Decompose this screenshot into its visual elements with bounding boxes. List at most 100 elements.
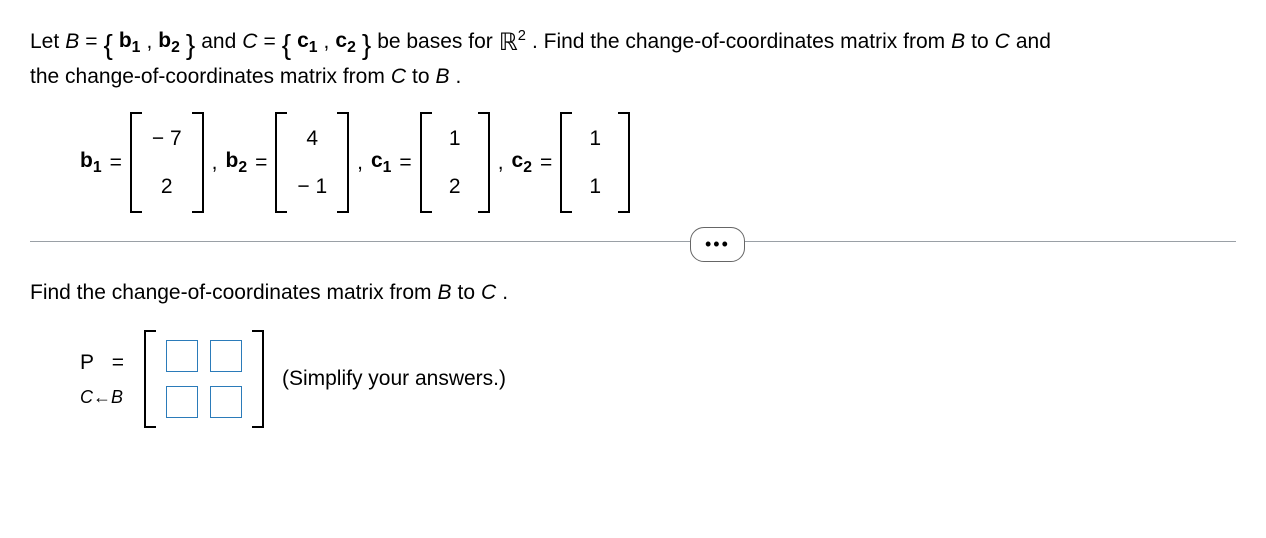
text: = [263,25,275,59]
divider-region: ••• [30,241,1236,242]
text: , [146,25,152,59]
bracket-right-icon [192,112,204,213]
eq: = [540,146,552,180]
C: C [80,387,93,407]
text: and [201,25,236,59]
B: B [111,387,123,407]
eq: = [110,146,122,180]
vec-b2: b2 [158,24,180,60]
var-B: B [438,276,452,310]
bracket-right-icon [252,330,264,428]
comma: , [212,146,218,180]
var-C: C [242,25,257,59]
cell: 2 [442,170,468,204]
text: . [456,60,462,94]
var-B: B [436,60,450,94]
cell: 1 [582,122,608,156]
text: , [324,25,330,59]
vec-b1: b1 [119,24,141,60]
text: = [85,25,97,59]
vector-definitions: b1 = − 7 2 , b2 = 4 − 1 , c1 = 1 [80,112,1236,213]
R-symbol: ℝ [499,32,518,54]
answer-input-12[interactable] [210,340,242,372]
sub: 2 [238,160,247,177]
vec-c1: c1 [297,24,317,60]
label-c1: c1 [371,144,391,180]
matrix-b2: 4 − 1 [275,112,349,213]
text: Find the change-of-coordinates matrix fr… [30,276,432,310]
var-B: B [951,25,965,59]
sym: b [225,149,238,172]
answer-input-22[interactable] [210,386,242,418]
sub: 2 [347,39,356,56]
bracket-left-icon [420,112,432,213]
text: to [412,60,430,94]
more-button[interactable]: ••• [690,227,745,262]
arrow-icon: ← [93,387,111,407]
divider-line [30,241,1236,242]
cell: 4 [299,122,325,156]
bracket-right-icon [618,112,630,213]
text: to [971,25,989,59]
answer-matrix [144,330,264,428]
text: Let [30,25,59,59]
p-sub: C←B [80,383,123,412]
P: P [80,351,96,374]
sym: c [371,149,383,172]
bracket-left-icon [560,112,572,213]
problem-statement-line2: the change-of-coordinates matrix from C … [30,60,1236,94]
text: the change-of-coordinates matrix from [30,60,385,94]
problem-statement-line1: Let B = { b1 , b2 } and C = { c1 , c2 } … [30,24,1236,60]
cell: 1 [582,170,608,204]
text: be bases for [377,25,493,59]
bracket-left-icon [144,330,156,428]
text: . [502,276,508,310]
eq: = [399,146,411,180]
sub: 2 [171,39,180,56]
sub: 1 [309,39,318,56]
comma: , [357,146,363,180]
c: c [297,29,309,52]
matrix-c1: 1 2 [420,112,490,213]
b: b [119,29,132,52]
question-line: Find the change-of-coordinates matrix fr… [30,276,1236,310]
problem-container: Let B = { b1 , b2 } and C = { c1 , c2 } … [30,24,1236,428]
sub: 1 [93,160,102,177]
label-c2: c2 [512,144,532,180]
label-b2: b2 [225,144,247,180]
sym: b [80,149,93,172]
cell: 1 [442,122,468,156]
bracket-right-icon [478,112,490,213]
c: c [335,29,347,52]
var-C: C [391,60,406,94]
matrix-b1: − 7 2 [130,112,204,213]
sub: 1 [383,160,392,177]
p-top: P = [80,346,126,380]
hint-text: (Simplify your answers.) [282,362,506,396]
p-label: P = C←B [80,346,126,412]
sub: 1 [132,39,141,56]
sym: c [512,149,524,172]
text: to [458,276,476,310]
b: b [158,29,171,52]
var-C: C [995,25,1010,59]
cell: − 7 [152,122,182,156]
eq: = [112,351,126,374]
sup2: 2 [518,28,526,44]
answer-input-21[interactable] [166,386,198,418]
var-B: B [65,25,79,59]
eq: = [255,146,267,180]
cell: 2 [154,170,180,204]
comma: , [498,146,504,180]
cell: − 1 [297,170,327,204]
text: . Find the change-of-coordinates matrix … [532,25,945,59]
matrix-c2: 1 1 [560,112,630,213]
var-C: C [481,276,496,310]
bracket-left-icon [130,112,142,213]
answer-input-11[interactable] [166,340,198,372]
vec-c2: c2 [335,24,355,60]
bracket-right-icon [337,112,349,213]
text: and [1016,25,1051,59]
ellipsis-icon: ••• [705,234,730,254]
bracket-left-icon [275,112,287,213]
